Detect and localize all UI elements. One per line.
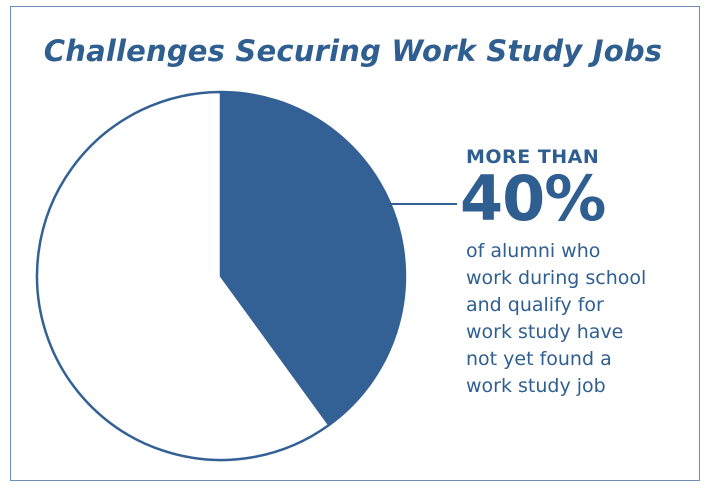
callout-description-line: work study job bbox=[466, 375, 606, 397]
callout-description-line: of alumni who bbox=[466, 240, 601, 262]
callout-description-line: not yet found a bbox=[466, 348, 612, 370]
chart-title: Challenges Securing Work Study Jobs bbox=[43, 34, 663, 68]
callout-value: 40% bbox=[460, 162, 606, 235]
callout-description-line: work study have bbox=[466, 321, 624, 343]
callout-description: of alumni who work during school and qua… bbox=[466, 238, 696, 400]
callout-description-line: and qualify for bbox=[466, 294, 604, 316]
pie-slice bbox=[219, 90, 407, 427]
pie-slice bbox=[35, 90, 331, 462]
callout-description-line: work during school bbox=[466, 267, 647, 289]
callout-prefix: MORE THAN bbox=[466, 146, 600, 168]
